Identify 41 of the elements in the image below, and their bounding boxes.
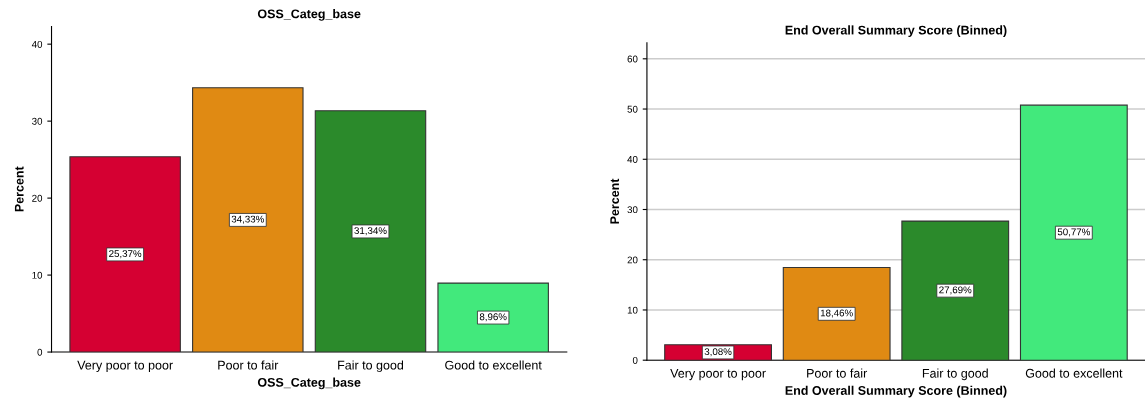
bar [437, 282, 549, 353]
x-tick-label: Poor to fair [218, 360, 279, 370]
y-tick-label: 30 [627, 206, 638, 214]
y-tick-label: 40 [31, 40, 43, 48]
bar [901, 220, 1010, 361]
bar [314, 110, 427, 353]
y-tick-label: 60 [627, 55, 638, 63]
bar [192, 87, 304, 353]
x-tick-label: Good to excellent [445, 360, 542, 370]
bar [1019, 104, 1128, 361]
x-tick-label: Fair to good [922, 368, 988, 381]
data-label: 3,08% [704, 348, 732, 357]
chart-title: End Overall Summary Score (Binned) [785, 25, 1007, 37]
y-axis-title: Percent [610, 178, 620, 224]
data-label: 31,34% [354, 227, 387, 236]
y-tick-label: 10 [627, 306, 638, 314]
y-tick-label: 20 [32, 194, 43, 202]
data-label: 25,37% [109, 250, 142, 259]
data-label: 27,69% [939, 286, 972, 295]
data-label: 34,33% [231, 215, 264, 224]
x-tick-label: Very poor to poor [77, 360, 173, 373]
x-tick-label: Good to excellent [1025, 368, 1123, 378]
chart-title: OSS_Categ_base [257, 9, 361, 21]
y-axis-title: Percent [14, 166, 24, 212]
x-axis-title: OSS_Categ_base [257, 377, 361, 390]
data-label: 18,46% [820, 309, 853, 318]
y-tick-label: 20 [627, 256, 638, 264]
y-tick-label: 0 [37, 348, 43, 356]
data-label: 50,77% [1057, 228, 1090, 237]
x-axis-title: End Overall Summary Score (Binned) [785, 385, 1007, 398]
y-tick-label: 0 [632, 356, 638, 364]
y-tick-label: 50 [627, 105, 638, 113]
x-tick-label: Fair to good [338, 360, 404, 373]
x-tick-label: Poor to fair [807, 368, 868, 378]
data-label: 8,96% [479, 313, 507, 322]
bar [782, 266, 891, 361]
y-tick-label: 10 [32, 271, 43, 279]
y-tick-label: 30 [32, 117, 43, 125]
bar [69, 156, 181, 353]
y-tick-label: 40 [627, 156, 638, 163]
x-tick-label: Very poor to poor [670, 368, 766, 381]
